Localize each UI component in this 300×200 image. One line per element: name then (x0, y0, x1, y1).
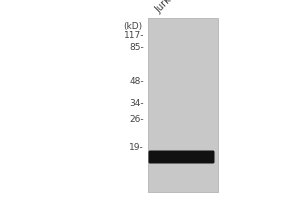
Text: 48-: 48- (129, 77, 144, 86)
Text: (kD): (kD) (123, 22, 142, 31)
Text: 117-: 117- (124, 30, 144, 40)
Text: 26-: 26- (129, 116, 144, 124)
Text: 34-: 34- (129, 98, 144, 108)
Text: 19-: 19- (129, 144, 144, 152)
Text: Jurkat: Jurkat (153, 0, 180, 15)
Bar (148, 18, 218, 192)
FancyBboxPatch shape (148, 150, 214, 164)
Text: 85-: 85- (129, 44, 144, 52)
